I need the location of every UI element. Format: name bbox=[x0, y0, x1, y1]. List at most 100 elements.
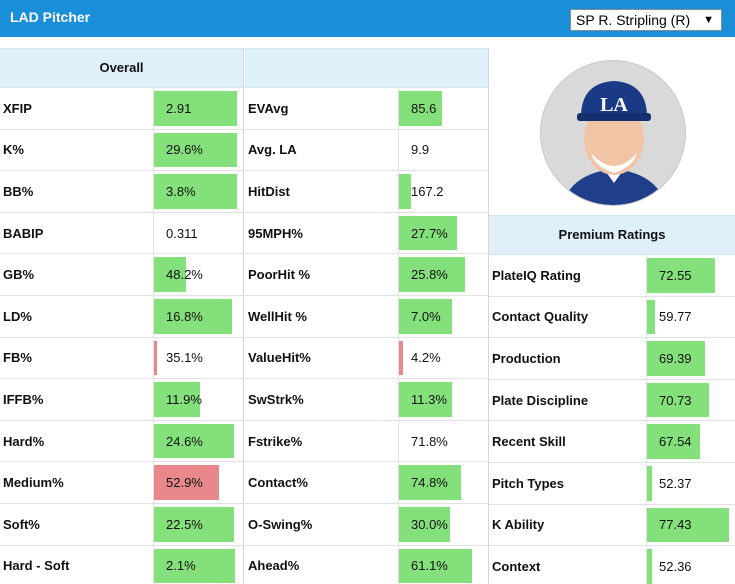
stat-value: 0.311 bbox=[166, 225, 198, 241]
stat-row: Hard - Soft 2.1% bbox=[0, 545, 243, 584]
stat-row: Pitch Types 52.37 bbox=[489, 462, 735, 505]
stat-label: HitDist bbox=[248, 183, 290, 199]
stat-value-cell: 52.37 bbox=[646, 462, 735, 504]
stat-value: 2.1% bbox=[166, 558, 196, 574]
stat-value: 71.8% bbox=[411, 433, 448, 449]
stat-value: 85.6 bbox=[411, 100, 437, 116]
stat-label: GB% bbox=[3, 267, 35, 283]
stat-label: K% bbox=[3, 142, 24, 158]
stat-value: 52.9% bbox=[166, 475, 203, 491]
stat-label: Contact Quality bbox=[492, 309, 589, 325]
stat-row: K% 29.6% bbox=[0, 129, 243, 172]
stat-label: ValueHit% bbox=[248, 350, 311, 366]
stat-label: 95MPH% bbox=[248, 225, 303, 241]
stat-row: Hard% 24.6% bbox=[0, 420, 243, 463]
stat-row: O-Swing% 30.0% bbox=[245, 503, 488, 546]
stat-label: Fstrike% bbox=[248, 433, 303, 449]
stat-label: LD% bbox=[3, 308, 32, 324]
stat-label: Ahead% bbox=[248, 558, 300, 574]
stat-label: FB% bbox=[3, 350, 32, 366]
stat-value-cell: 9.9 bbox=[398, 129, 488, 171]
stat-value-cell: 85.6 bbox=[398, 88, 488, 129]
stat-bar bbox=[154, 506, 235, 542]
stat-label: Plate Discipline bbox=[492, 392, 589, 408]
pitcher-select-value: SP R. Stripling (R) bbox=[576, 12, 691, 28]
premium-column: LA Premium Ratings PlateIQ Rating 72.55 Co… bbox=[489, 48, 735, 584]
stat-value-cell: 30.0% bbox=[398, 503, 488, 545]
player-avatar: LA bbox=[540, 60, 686, 206]
stat-label: BB% bbox=[3, 183, 34, 199]
stat-bar bbox=[647, 382, 709, 418]
stat-bar bbox=[154, 174, 237, 209]
stat-value-cell: 71.8% bbox=[398, 420, 488, 462]
stat-bar bbox=[154, 423, 235, 459]
stat-row: Medium% 52.9% bbox=[0, 462, 243, 504]
stat-row: PoorHit % 25.8% bbox=[245, 254, 488, 296]
stat-row: WellHit % 7.0% bbox=[245, 295, 488, 338]
stat-value-cell: 16.8% bbox=[153, 295, 243, 337]
stat-bar bbox=[399, 174, 412, 209]
stat-value-cell: 22.5% bbox=[153, 503, 243, 545]
page-title: LAD Pitcher bbox=[10, 9, 91, 25]
stat-value-cell: 77.43 bbox=[646, 504, 735, 546]
stat-bar bbox=[399, 465, 462, 500]
stat-value-cell: 74.8% bbox=[398, 462, 488, 503]
stat-bar bbox=[399, 215, 457, 251]
stat-row: FB% 35.1% bbox=[0, 337, 243, 380]
stat-value-cell: 48.2% bbox=[153, 254, 243, 295]
stat-value: 11.3% bbox=[411, 391, 447, 407]
stat-label: Hard% bbox=[3, 433, 45, 449]
stat-value: 3.8% bbox=[166, 183, 196, 199]
stat-bar bbox=[647, 341, 706, 376]
stat-value-cell: 4.2% bbox=[398, 337, 488, 379]
stat-bar bbox=[154, 298, 233, 334]
stat-row: Ahead% 61.1% bbox=[245, 545, 488, 584]
stat-bar bbox=[399, 257, 465, 292]
stat-value-cell: 27.7% bbox=[398, 212, 488, 254]
stat-value: 29.6% bbox=[166, 142, 203, 158]
chevron-down-icon: ▼ bbox=[703, 14, 714, 26]
stat-value-cell: 72.55 bbox=[646, 255, 735, 296]
contact-header bbox=[245, 48, 488, 88]
stat-value: 7.0% bbox=[411, 308, 441, 324]
stat-value-cell: 24.6% bbox=[153, 420, 243, 462]
stat-row: ValueHit% 4.2% bbox=[245, 337, 488, 380]
stat-value: 16.8% bbox=[166, 308, 203, 324]
stat-row: IFFB% 11.9% bbox=[0, 379, 243, 421]
stat-value-cell: 167.2 bbox=[398, 171, 488, 212]
stat-value: 52.37 bbox=[659, 475, 692, 491]
stat-label: Recent Skill bbox=[492, 434, 566, 450]
stat-value: 11.9% bbox=[166, 391, 202, 407]
stat-value: 2.91 bbox=[166, 100, 192, 116]
stat-value-cell: 29.6% bbox=[153, 129, 243, 171]
pitcher-select[interactable]: SP R. Stripling (R) ▼ bbox=[570, 9, 722, 31]
stat-row: Plate Discipline 70.73 bbox=[489, 379, 735, 422]
stat-row: SwStrk% 11.3% bbox=[245, 379, 488, 421]
stat-label: PoorHit % bbox=[248, 267, 311, 283]
stat-value-cell: 67.54 bbox=[646, 421, 735, 462]
stat-value-cell: 0.311 bbox=[153, 212, 243, 254]
stat-label: Avg. LA bbox=[248, 142, 297, 158]
stat-bar bbox=[154, 548, 235, 584]
stat-row: GB% 48.2% bbox=[0, 254, 243, 296]
stat-row: Context 52.36 bbox=[489, 546, 735, 584]
stat-label: Medium% bbox=[3, 475, 64, 491]
stat-label: O-Swing% bbox=[248, 516, 313, 532]
stat-value-cell: 11.3% bbox=[398, 379, 488, 420]
stat-label: K Ability bbox=[492, 517, 545, 533]
stat-value: 24.6% bbox=[166, 433, 203, 449]
premium-ratings-header: Premium Ratings bbox=[489, 215, 735, 255]
stat-value: 35.1% bbox=[166, 350, 203, 366]
stat-value: 67.54 bbox=[659, 434, 692, 450]
stat-value-cell: 25.8% bbox=[398, 254, 488, 295]
stat-value-cell: 35.1% bbox=[153, 337, 243, 379]
stat-value-cell: 52.36 bbox=[646, 546, 735, 584]
stat-bar bbox=[647, 507, 729, 543]
stat-bar bbox=[647, 258, 715, 293]
stat-bar bbox=[647, 299, 655, 335]
stat-row: EVAvg 85.6 bbox=[245, 88, 488, 130]
stat-bar bbox=[154, 382, 201, 417]
stat-value-cell: 59.77 bbox=[646, 296, 735, 338]
stat-value: 48.2% bbox=[166, 267, 203, 283]
stat-value: 52.36 bbox=[659, 558, 692, 574]
